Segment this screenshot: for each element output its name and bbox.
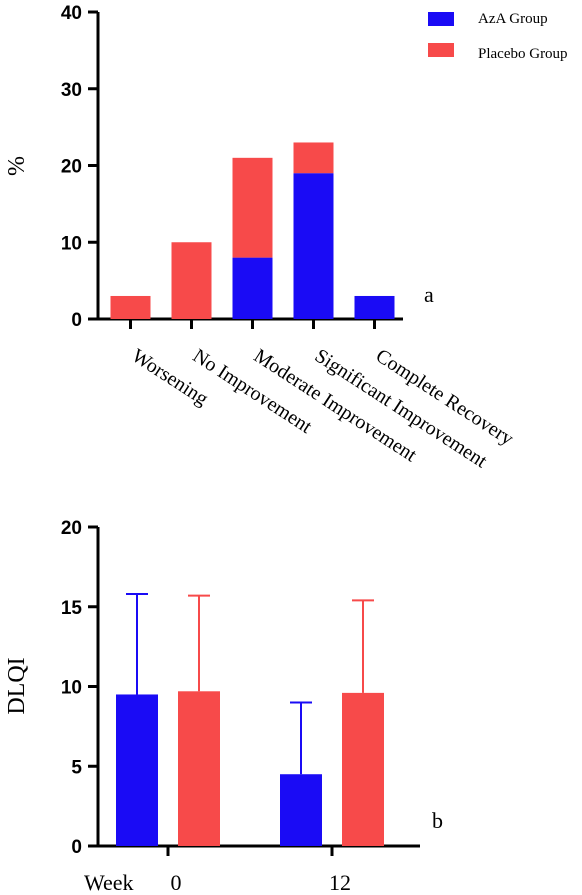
chart-b-y-tick-label: 5 [71,757,82,778]
chart-b-y-ticks: 0 5 10 15 20 [61,518,98,858]
chart-a-y-tick-label: 10 [61,233,82,254]
legend-swatch-aza [428,12,454,26]
legend-label-aza: AzA Group [478,11,548,27]
chart-a-bar-placebo [293,142,334,174]
chart-a-bar-placebo [171,242,212,319]
chart-b-bars [116,592,384,846]
chart-a-bars [110,142,395,319]
chart-a-y-tick-label: 40 [61,3,82,24]
legend-label-placebo: Placebo Group [478,46,568,62]
chart-b-panel-label: b [432,808,443,833]
chart-a-y-tick-label: 20 [61,157,82,178]
chart-a-y-label: % [4,156,30,176]
chart-b-x-ticks: 0 12 [166,846,351,895]
chart-b-y-label: DLQI [4,657,30,714]
chart-a-y-ticks: 0 10 20 30 40 [61,3,98,331]
chart-b-bar-aza [280,774,322,846]
chart-b-x-label: Week [84,870,134,895]
chart-a-bar-aza [354,295,395,319]
chart-b-y-tick-label: 15 [61,598,83,619]
chart-b: 0 5 10 15 20 0 12 DLQI Week b [4,518,443,895]
chart-b-bar-placebo [178,691,220,846]
chart-b-x-tick-label: 12 [329,870,351,895]
chart-a-y-tick-label: 0 [71,310,82,331]
chart-a-bar-placebo [232,157,273,258]
chart-b-y-tick-label: 10 [61,678,82,699]
chart-a-bar-aza [232,257,273,319]
legend-swatch-placebo [428,43,454,57]
legend: AzA Group Placebo Group [428,11,568,62]
chart-b-x-tick-label: 0 [171,870,182,895]
chart-b-bar-placebo [342,692,384,846]
chart-b-y-tick-label: 0 [71,837,82,858]
chart-a-bar-aza [293,173,334,319]
chart-a-bar-placebo [110,295,151,319]
chart-b-y-tick-label: 20 [61,518,82,539]
chart-a-panel-label: a [424,282,434,307]
chart-b-bar-aza [116,694,158,846]
chart-a-y-tick-label: 30 [61,80,82,101]
